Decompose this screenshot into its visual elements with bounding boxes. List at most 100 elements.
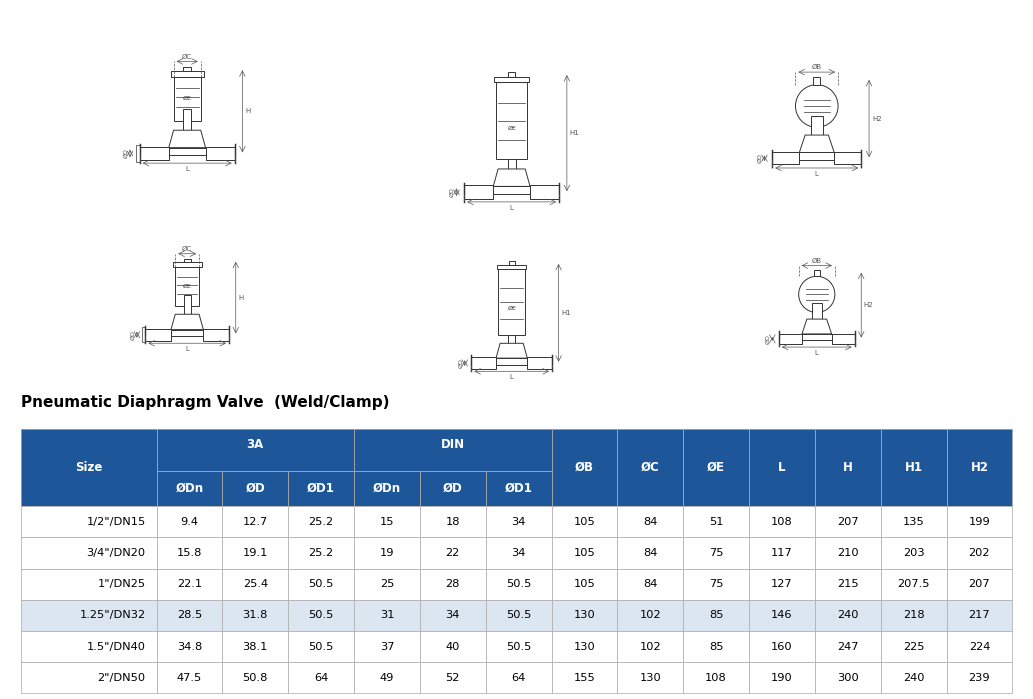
Text: 247: 247 (837, 642, 858, 651)
Bar (552, 662, 618, 693)
Text: ØD: ØD (130, 330, 135, 340)
Text: 84: 84 (644, 579, 657, 589)
Bar (683, 506, 749, 538)
Bar (222, 471, 288, 506)
Text: H2: H2 (970, 461, 989, 474)
Bar (146, 329, 171, 340)
Text: 34: 34 (511, 548, 526, 558)
Text: 207: 207 (969, 579, 991, 589)
Bar (173, 262, 201, 268)
Text: 199: 199 (969, 517, 991, 527)
Text: 84: 84 (644, 548, 657, 558)
Text: 34: 34 (511, 517, 526, 527)
Bar (21, 538, 157, 568)
Text: 130: 130 (639, 672, 661, 683)
Bar (815, 568, 881, 600)
Text: ØE: ØE (507, 126, 516, 131)
Bar (552, 568, 618, 600)
Text: 240: 240 (903, 672, 925, 683)
Text: ØC: ØC (182, 54, 192, 59)
Bar (486, 631, 552, 662)
Bar (21, 506, 157, 538)
Bar (496, 82, 527, 159)
Bar (354, 506, 419, 538)
Text: 1.25"/DN32: 1.25"/DN32 (80, 610, 146, 621)
Text: ØD: ØD (123, 148, 128, 159)
Bar (749, 600, 815, 631)
Text: 217: 217 (969, 610, 991, 621)
Text: ØD1: ØD1 (505, 482, 533, 495)
Bar (683, 631, 749, 662)
Bar (813, 77, 820, 85)
Text: 9.4: 9.4 (181, 517, 198, 527)
Bar (773, 152, 800, 164)
Text: 130: 130 (573, 642, 595, 651)
Text: 18: 18 (445, 517, 460, 527)
Text: 1.5"/DN40: 1.5"/DN40 (87, 642, 146, 651)
Bar (171, 330, 204, 336)
Bar (497, 265, 527, 269)
Bar (815, 506, 881, 538)
Text: ØDn: ØDn (176, 482, 204, 495)
Bar (288, 471, 354, 506)
Bar (946, 631, 1012, 662)
Bar (508, 72, 515, 77)
Bar (204, 329, 229, 340)
Bar (618, 568, 683, 600)
Bar (21, 429, 1012, 506)
Text: L: L (509, 374, 513, 380)
Bar (157, 429, 354, 471)
Bar (832, 334, 854, 344)
Text: Size: Size (75, 461, 102, 474)
Text: 105: 105 (573, 579, 595, 589)
Text: 85: 85 (709, 642, 723, 651)
Polygon shape (800, 135, 835, 152)
Text: 102: 102 (639, 610, 661, 621)
Text: 84: 84 (644, 517, 657, 527)
Text: ØD: ØD (765, 334, 771, 344)
Bar (354, 538, 419, 568)
Text: 108: 108 (771, 517, 792, 527)
Polygon shape (168, 130, 206, 147)
Polygon shape (496, 343, 527, 358)
Text: H2: H2 (872, 115, 881, 122)
Text: 22.1: 22.1 (177, 579, 202, 589)
Bar (552, 538, 618, 568)
Circle shape (799, 276, 835, 312)
Text: 50.5: 50.5 (309, 642, 334, 651)
Text: ØE: ØE (708, 461, 725, 474)
Text: 203: 203 (903, 548, 925, 558)
Text: 146: 146 (772, 610, 792, 621)
Bar (815, 600, 881, 631)
Text: H: H (843, 461, 852, 474)
Text: 64: 64 (511, 672, 526, 683)
Text: 40: 40 (445, 642, 460, 651)
Bar (683, 538, 749, 568)
Text: 215: 215 (837, 579, 858, 589)
Text: 108: 108 (706, 672, 727, 683)
Text: 15: 15 (380, 517, 395, 527)
Bar (486, 506, 552, 538)
Bar (168, 147, 206, 155)
Bar (618, 631, 683, 662)
Bar (552, 429, 618, 506)
Bar (157, 471, 222, 506)
Text: 47.5: 47.5 (177, 672, 202, 683)
Text: 31.8: 31.8 (243, 610, 268, 621)
Bar (508, 159, 515, 171)
Polygon shape (493, 169, 530, 187)
Bar (815, 631, 881, 662)
Text: 34: 34 (445, 610, 460, 621)
Bar (749, 568, 815, 600)
Bar (815, 538, 881, 568)
Text: 51: 51 (709, 517, 723, 527)
Bar (683, 600, 749, 631)
Text: 1/2"/DN15: 1/2"/DN15 (87, 517, 146, 527)
Text: ØD: ØD (246, 482, 265, 495)
Bar (618, 429, 683, 506)
Bar (222, 568, 288, 600)
Bar (288, 568, 354, 600)
Bar (184, 296, 190, 316)
Text: L: L (509, 205, 513, 211)
Bar (222, 662, 288, 693)
